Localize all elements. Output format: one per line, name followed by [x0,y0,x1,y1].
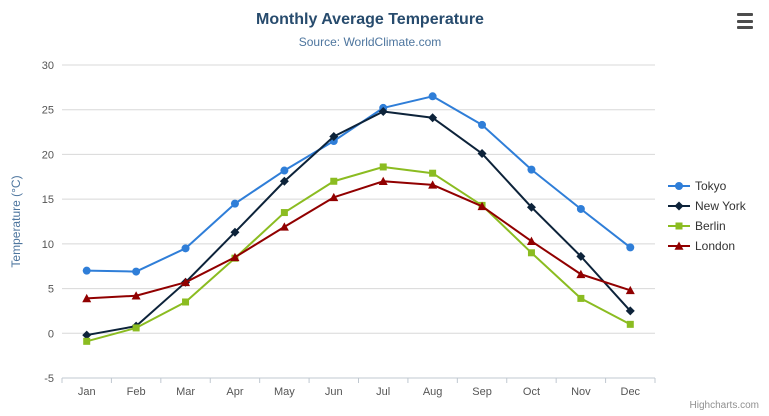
x-axis-label: Nov [571,386,591,398]
data-point-london[interactable] [576,269,586,279]
y-axis-label: 15 [42,194,54,206]
legend-marker-icon [668,182,690,190]
legend-marker-icon [668,201,690,211]
data-point-berlin[interactable] [83,337,91,345]
data-point-london[interactable] [82,293,92,303]
data-point-london[interactable] [625,285,635,295]
data-point-london[interactable] [181,277,191,287]
data-point-london[interactable] [131,291,141,300]
data-point-new-york[interactable] [82,330,92,340]
x-axis-label: Jul [376,386,390,398]
highcharts-credits-link[interactable]: Highcharts.com [689,400,759,411]
legend-label: New York [695,199,746,213]
data-point-tokyo[interactable] [576,204,585,213]
hamburger-icon [737,19,753,23]
data-point-london[interactable] [428,180,438,189]
y-axis-label: 20 [42,149,54,161]
data-point-berlin[interactable] [132,324,140,332]
x-axis-label: Jun [325,386,343,398]
y-axis-label: 0 [48,328,54,340]
legend-item-new-york[interactable]: New York [668,196,746,216]
data-point-new-york[interactable] [625,306,635,316]
data-point-berlin[interactable] [429,169,437,177]
data-point-berlin[interactable] [330,177,338,185]
data-point-london[interactable] [477,201,487,211]
y-axis-label: 10 [42,239,54,251]
data-point-new-york[interactable] [428,113,438,123]
series-line-tokyo[interactable] [85,95,632,273]
data-point-tokyo[interactable] [181,244,190,253]
data-point-london[interactable] [329,192,339,202]
data-point-tokyo[interactable] [82,266,91,275]
data-point-berlin[interactable] [280,209,288,217]
x-axis-label: Oct [523,386,540,398]
legend-symbol-square-icon [675,222,683,230]
y-axis-label: 25 [42,105,54,117]
data-point-tokyo[interactable] [280,166,289,175]
y-axis-label: -5 [44,373,54,385]
legend-label: London [695,239,736,253]
hamburger-icon [737,13,753,16]
data-point-berlin[interactable] [527,249,535,257]
x-axis-label: Jan [78,386,96,398]
data-point-berlin[interactable] [379,163,387,171]
y-axis-title: Temperature (°C) [9,175,23,267]
series-line-london[interactable] [85,180,632,300]
x-axis-label: Feb [127,386,146,398]
legend-item-tokyo[interactable]: Tokyo [668,176,746,196]
data-point-tokyo[interactable] [478,120,487,129]
x-axis-label: Sep [472,386,492,398]
data-point-london[interactable] [279,222,289,231]
data-point-new-york[interactable] [279,176,289,186]
series-line-berlin[interactable] [85,165,632,343]
data-point-berlin[interactable] [577,294,585,302]
data-point-new-york[interactable] [526,202,536,212]
y-axis-label: 30 [42,60,54,72]
data-point-new-york[interactable] [378,107,388,117]
data-point-london[interactable] [526,236,536,245]
legend-label: Tokyo [695,179,727,193]
data-point-tokyo[interactable] [428,92,437,101]
legend-marker-icon [668,241,690,250]
data-point-new-york[interactable] [329,132,339,142]
data-point-london[interactable] [378,176,388,186]
x-axis-label: Dec [621,386,641,398]
chart-subtitle: Source: WorldClimate.com [298,35,442,49]
data-point-tokyo[interactable] [527,165,536,174]
data-point-berlin[interactable] [626,320,634,328]
chart-title: Monthly Average Temperature [256,11,484,28]
legend-symbol-diamond-icon [674,201,684,211]
data-point-tokyo[interactable] [626,243,635,252]
series-line-new-york[interactable] [85,110,632,337]
data-point-new-york[interactable] [576,251,586,261]
data-point-tokyo[interactable] [230,199,239,208]
y-axis-label: 5 [48,284,54,296]
data-point-new-york[interactable] [230,227,240,237]
chart-menu-button[interactable] [735,12,757,30]
data-point-new-york[interactable] [477,149,487,159]
legend: Tokyo New York Berlin London [668,176,746,256]
legend-item-berlin[interactable]: Berlin [668,216,746,236]
x-axis-label: May [274,386,295,398]
hamburger-icon [737,26,753,29]
legend-marker-icon [668,222,690,230]
legend-item-london[interactable]: London [668,236,746,256]
x-axis-label: Apr [226,386,243,398]
x-axis-label: Aug [423,386,443,398]
data-point-london[interactable] [230,252,240,262]
legend-symbol-triangle-icon [674,241,684,250]
data-point-berlin[interactable] [182,298,190,306]
legend-label: Berlin [695,219,726,233]
legend-symbol-circle-icon [675,182,683,190]
x-axis-label: Mar [176,386,195,398]
data-point-tokyo[interactable] [132,267,141,276]
